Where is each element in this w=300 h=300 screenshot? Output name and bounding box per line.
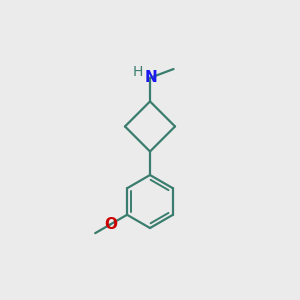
Text: O: O (104, 217, 117, 232)
Text: H: H (132, 65, 143, 79)
Text: N: N (145, 70, 158, 86)
